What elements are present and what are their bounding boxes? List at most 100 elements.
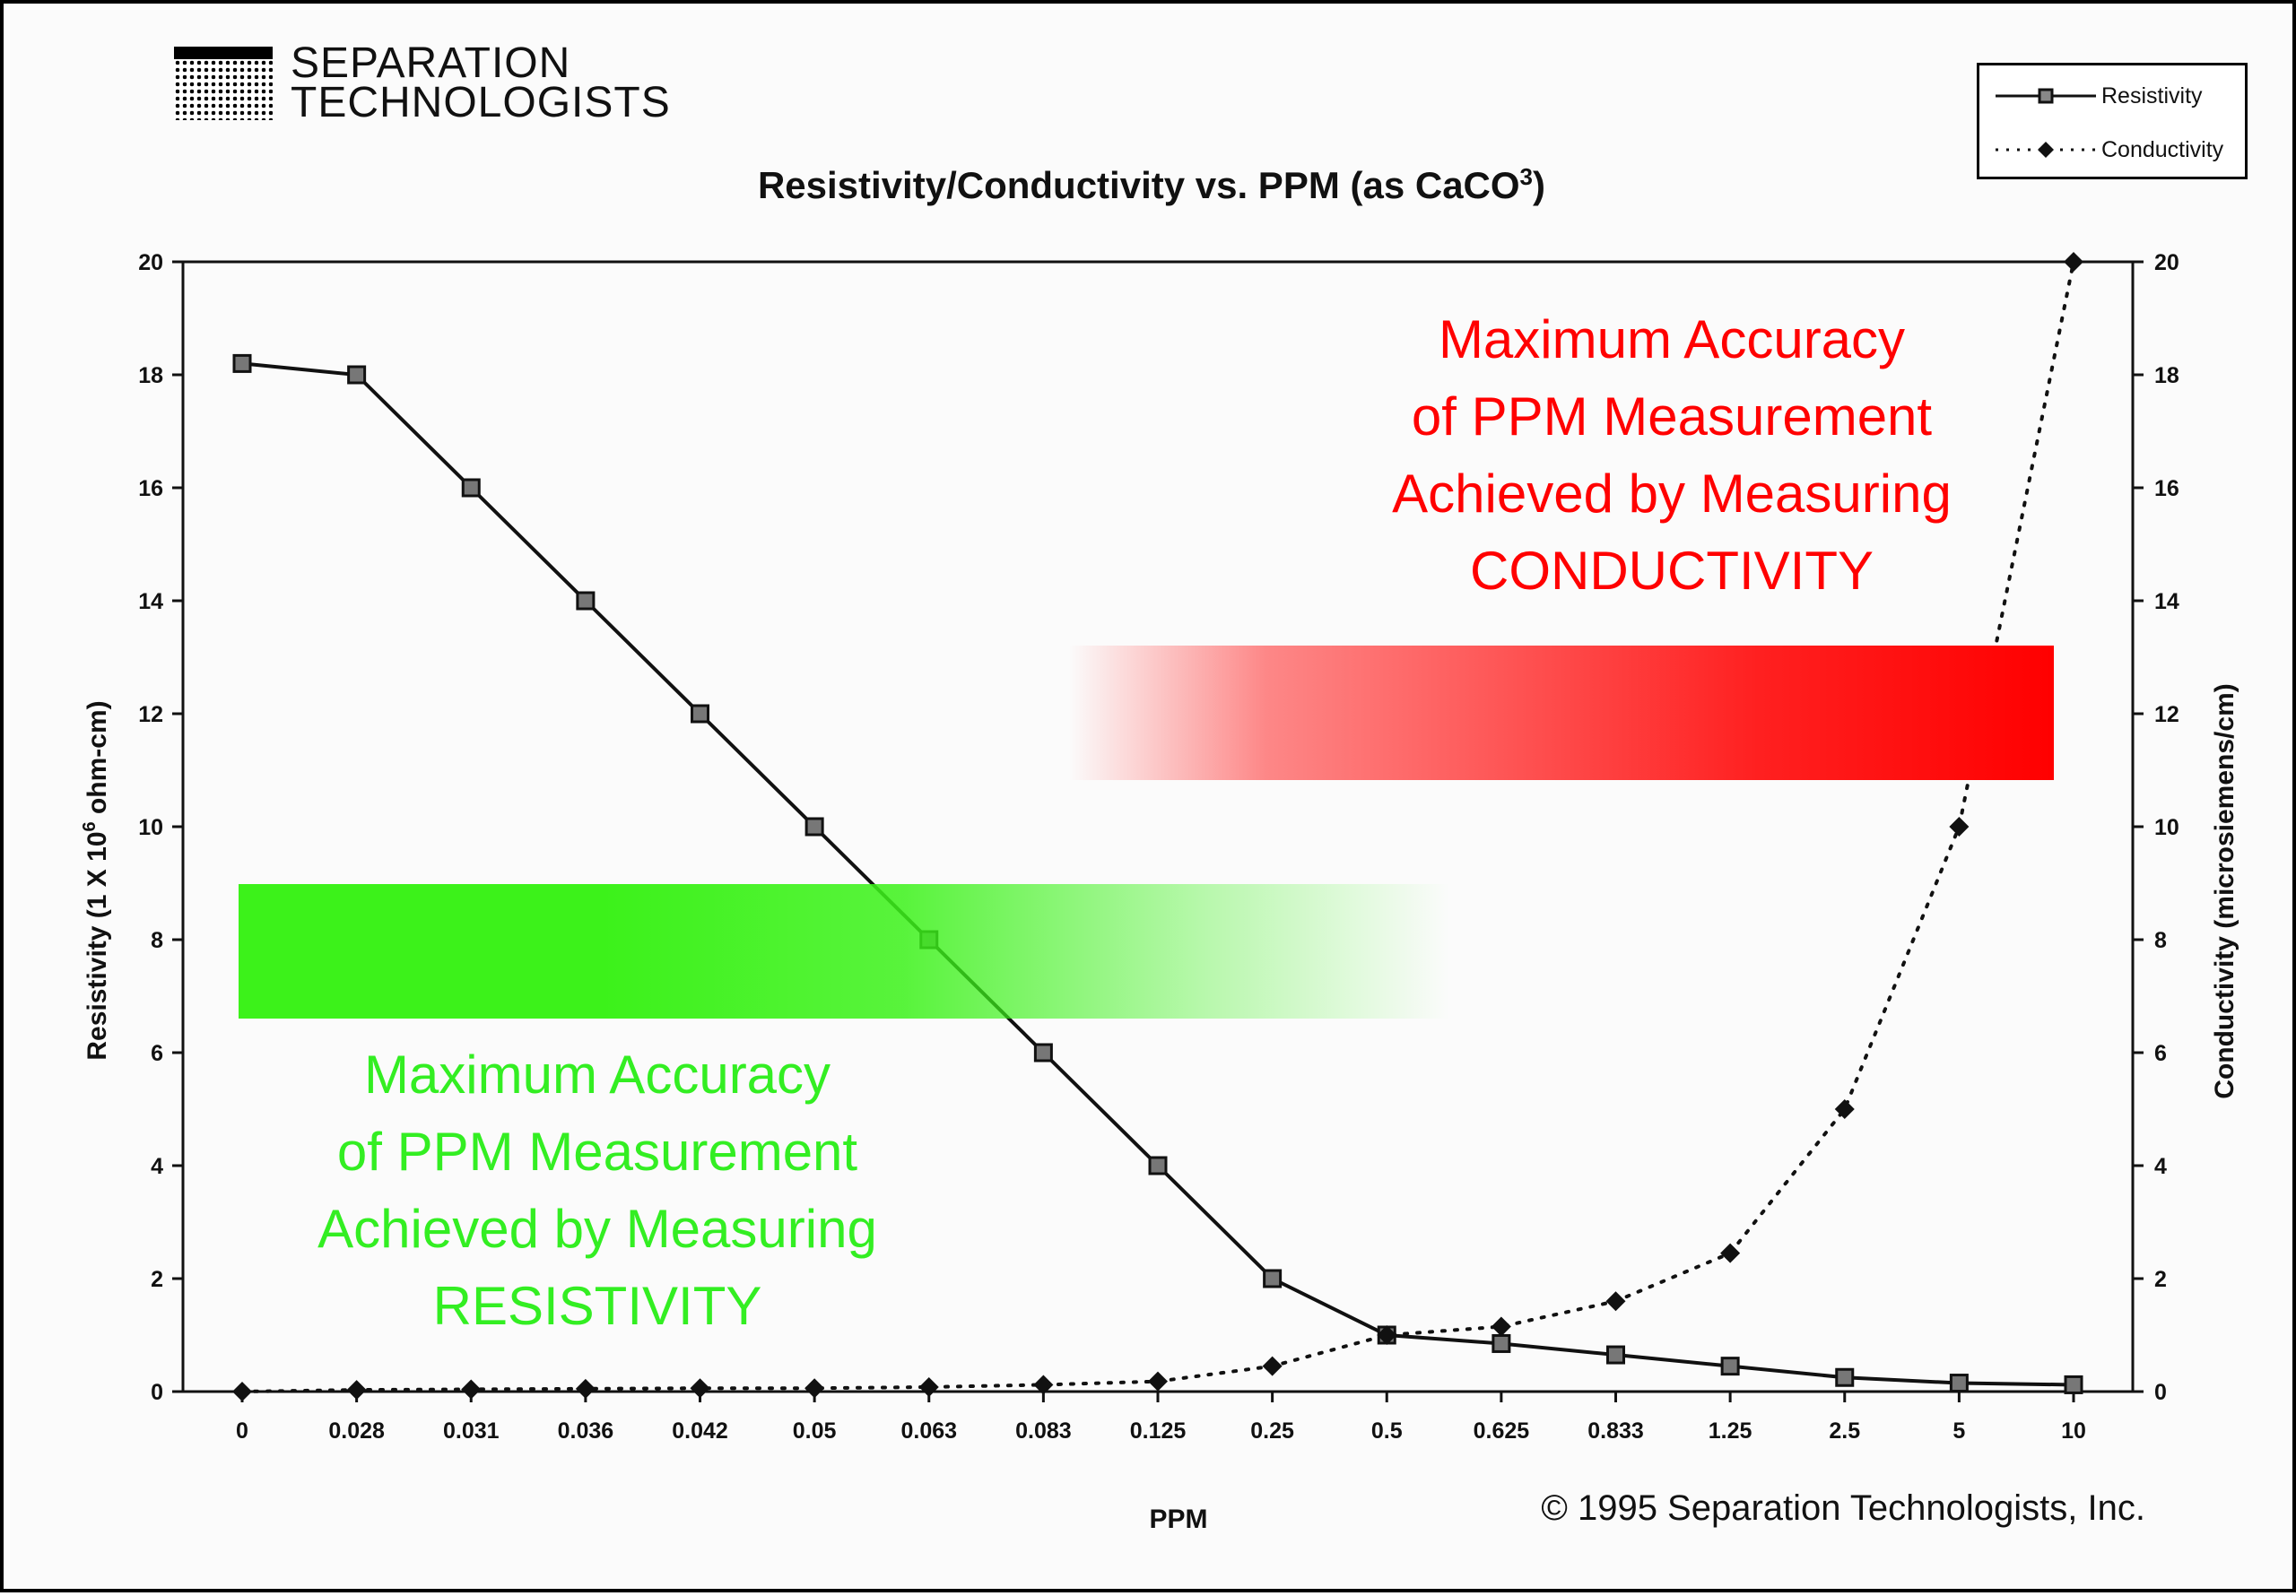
conductivity-point	[690, 1378, 710, 1399]
x-tick-label: 0.042	[672, 1418, 728, 1444]
logo-line-1: SEPARATION	[291, 39, 571, 87]
y2-tick-label: 14	[2154, 589, 2179, 614]
conductivity-accuracy-band	[1069, 646, 2054, 780]
conductivity-point	[1720, 1243, 1741, 1263]
legend-label-conductivity: Conductivity	[2101, 136, 2224, 162]
x-tick-label: 0.083	[1015, 1418, 1072, 1444]
y-tick-label: 10	[138, 815, 163, 840]
resistivity-annotation-line-4: RESISTIVITY	[432, 1276, 762, 1336]
logo-line-2: TECHNOLOGISTS	[291, 79, 671, 126]
company-logo: SEPARATION TECHNOLOGISTS	[174, 39, 671, 126]
conductivity-annotation-line-3: Achieved by Measuring	[1392, 464, 1952, 524]
conductivity-point	[2064, 252, 2083, 272]
y2-tick-label: 20	[2154, 250, 2179, 275]
y-tick-label: 2	[151, 1267, 163, 1292]
conductivity-point	[804, 1378, 825, 1399]
logo-text: SEPARATION TECHNOLOGISTS	[291, 39, 671, 126]
chart-tick-labels: 0 0 2 2 4 4 6 6 8 8 10 10 12 12 14 14 16 16 18 18 20 20 0 0.028…	[138, 250, 2179, 1444]
x-tick-label: 0.063	[900, 1418, 957, 1444]
conductivity-annotation-line-4: CONDUCTIVITY	[1470, 541, 1874, 601]
x-axis-title: PPM	[1149, 1505, 1207, 1534]
y-axis-title-superscript: 6	[80, 821, 100, 831]
conductivity-point	[1033, 1375, 1054, 1395]
resistivity-point	[1492, 1333, 1511, 1353]
y-axis-title-suffix: ohm-cm)	[83, 700, 112, 821]
logo-mark-icon	[174, 47, 273, 120]
conductivity-point	[918, 1376, 939, 1397]
x-tick-label: 5	[1952, 1418, 1965, 1444]
resistivity-point	[1720, 1357, 1740, 1376]
resistivity-point	[576, 591, 596, 611]
conductivity-point	[1834, 1099, 1855, 1119]
y2-tick-label: 10	[2154, 815, 2179, 840]
chart-legend: Resistivity Conductivity	[1977, 63, 2248, 179]
y-tick-label: 12	[138, 702, 163, 727]
conductivity-point	[1491, 1316, 1511, 1337]
x-tick-label: 0.25	[1250, 1418, 1294, 1444]
x-tick-label: 0.031	[443, 1418, 500, 1444]
resistivity-annotation: Maximum Accuracy of PPM Measurement Achi…	[239, 1037, 956, 1345]
conductivity-point	[1377, 1325, 1397, 1345]
conductivity-point	[1605, 1291, 1626, 1312]
y2-tick-label: 18	[2154, 363, 2179, 388]
y2-tick-label: 4	[2154, 1154, 2167, 1179]
x-tick-label: 0.5	[1371, 1418, 1403, 1444]
conductivity-annotation: Maximum Accuracy of PPM Measurement Achi…	[1313, 301, 2031, 610]
chart-plot: 0 0 2 2 4 4 6 6 8 8 10 10 12 12 14 14 16 16 18 18 20 20 0 0.028…	[80, 250, 2239, 1534]
resistivity-point	[1033, 1043, 1053, 1063]
resistivity-point	[347, 365, 367, 385]
y2-tick-label: 6	[2154, 1041, 2167, 1066]
resistivity-point	[1949, 1374, 1969, 1393]
x-tick-label: 1.25	[1709, 1418, 1752, 1444]
x-tick-label: 0.05	[793, 1418, 837, 1444]
y-axis-title-main: Resistivity (1 X 10	[83, 831, 112, 1060]
y2-tick-label: 12	[2154, 702, 2179, 727]
conductivity-legend-icon	[1996, 142, 2096, 158]
y-tick-label: 20	[138, 250, 163, 275]
conductivity-annotation-line-1: Maximum Accuracy	[1438, 309, 1906, 369]
x-tick-label: 2.5	[1829, 1418, 1860, 1444]
y-tick-label: 16	[138, 476, 163, 501]
conductivity-point	[1262, 1356, 1283, 1376]
conductivity-point	[1949, 817, 1970, 837]
resistivity-point	[1835, 1367, 1855, 1387]
chart-title-suffix: )	[1533, 164, 1546, 206]
resistivity-point	[804, 817, 824, 837]
resistivity-point	[1606, 1345, 1625, 1365]
legend-label-resistivity: Resistivity	[2101, 82, 2203, 108]
y-tick-label: 0	[151, 1380, 163, 1405]
y-tick-label: 14	[138, 589, 163, 614]
x-tick-label: 0.625	[1474, 1418, 1530, 1444]
resistivity-point	[2064, 1375, 2083, 1394]
resistivity-annotation-line-3: Achieved by Measuring	[317, 1199, 877, 1259]
y2-tick-label: 2	[2154, 1267, 2167, 1292]
resistivity-legend-icon	[1996, 88, 2096, 104]
chart-title-main: Resistivity/Conductivity vs. PPM (as CaC…	[757, 164, 1520, 206]
x-tick-label: 0.125	[1130, 1418, 1187, 1444]
y2-tick-label: 0	[2154, 1380, 2167, 1405]
conductivity-point	[575, 1378, 596, 1399]
resistivity-accuracy-band	[239, 884, 1449, 1019]
legend-item-conductivity: Conductivity	[1996, 132, 2223, 168]
y-tick-label: 18	[138, 363, 163, 388]
conductivity-point	[461, 1379, 482, 1400]
y-tick-label: 4	[151, 1154, 163, 1179]
conductivity-point	[1148, 1371, 1168, 1392]
conductivity-annotation-line-2: of PPM Measurement	[1411, 386, 1933, 447]
chart-title-superscript: 3	[1519, 163, 1534, 190]
conductivity-point	[346, 1380, 367, 1401]
resistivity-point	[1263, 1269, 1283, 1288]
y2-tick-label: 16	[2154, 476, 2179, 501]
x-tick-label: 0.833	[1587, 1418, 1644, 1444]
y-tick-label: 8	[151, 928, 163, 953]
conductivity-point	[232, 1382, 252, 1401]
resistivity-point	[461, 478, 481, 498]
legend-item-resistivity: Resistivity	[1996, 78, 2203, 114]
y2-axis-title: Conductivity (microsiemens/cm)	[2210, 683, 2239, 1098]
x-tick-label: 0	[236, 1418, 248, 1444]
resistivity-point	[1148, 1156, 1168, 1175]
y-tick-label: 6	[151, 1041, 163, 1066]
y-axis-title: Resistivity (1 X 106 ohm-cm)	[80, 700, 112, 1060]
copyright-notice: © 1995 Separation Technologists, Inc.	[1541, 1488, 2145, 1528]
